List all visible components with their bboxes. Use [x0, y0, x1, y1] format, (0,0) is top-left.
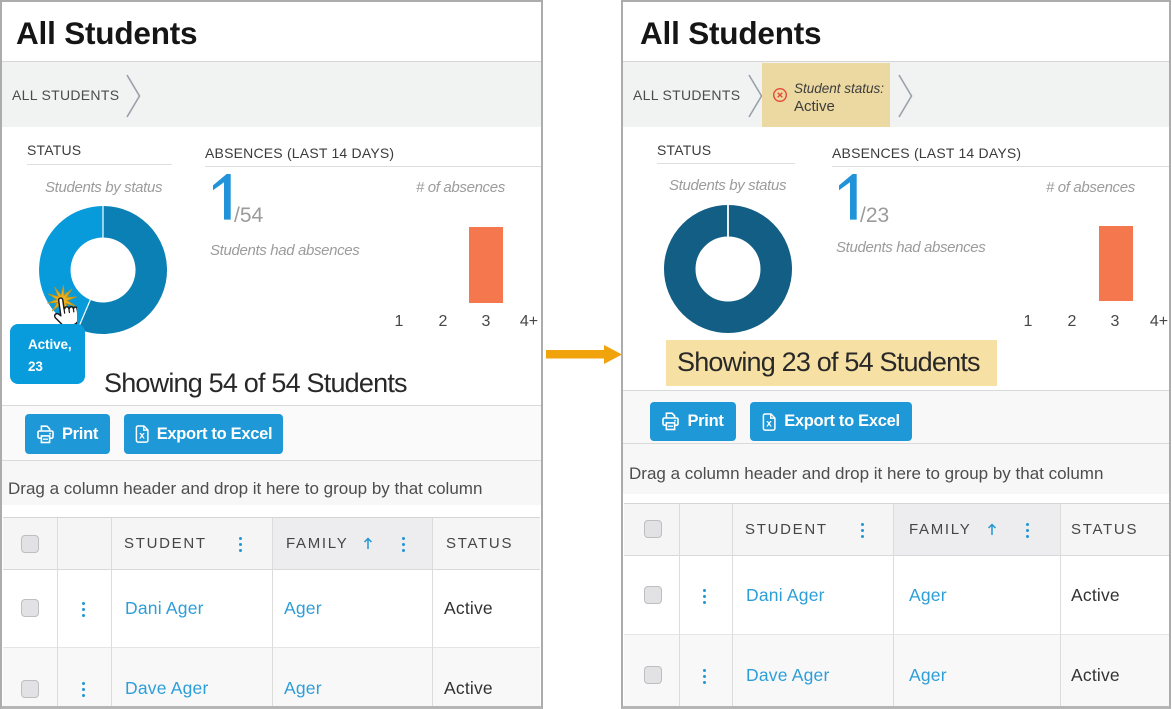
svg-text:x: x [139, 431, 145, 442]
svg-text:x: x [766, 418, 772, 429]
